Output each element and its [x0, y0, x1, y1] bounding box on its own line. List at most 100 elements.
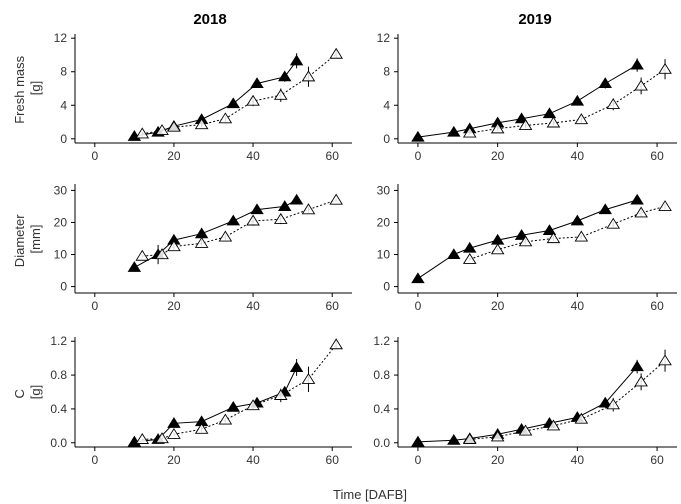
x-tick-label: 40 [571, 453, 585, 467]
column-title-2019: 2019 [518, 11, 551, 28]
column-title-2018: 2018 [193, 11, 226, 28]
data-point [518, 424, 533, 436]
data-point [278, 200, 292, 211]
data-point [301, 203, 316, 215]
y-tick-label: 30 [54, 183, 68, 197]
y-tick-label: 4 [383, 98, 390, 112]
data-point [246, 94, 260, 106]
series-filled-triangle [127, 193, 304, 272]
data-point [250, 77, 264, 88]
panels: 0 20 40 60 0 4 8 12 0 20 40 60 0 4 8 12 0 20 40 60 0 10 20 30 0 2… [50, 31, 677, 467]
x-tick-label: 60 [326, 453, 340, 467]
panel-diameter-2018: 0 20 40 60 0 10 20 30 [54, 183, 352, 313]
series-open-triangle [135, 193, 343, 261]
data-point [514, 112, 529, 124]
data-point [135, 249, 150, 261]
data-point [273, 88, 288, 100]
x-tick-label: 40 [571, 149, 585, 163]
data-point [218, 112, 233, 124]
data-point [167, 427, 181, 439]
y-tick-label: 0.0 [373, 436, 390, 450]
x-tick-label: 60 [326, 299, 340, 313]
y-tick-label: 10 [377, 248, 391, 262]
y-tick-label: 0 [383, 280, 390, 294]
data-point [574, 412, 589, 424]
data-point [574, 113, 589, 125]
row-label-c-line1: C [12, 389, 27, 398]
x-tick-label: 20 [167, 299, 181, 313]
series-open-triangle [135, 338, 343, 444]
series-line [469, 360, 666, 440]
data-point [289, 193, 304, 205]
data-point [658, 62, 672, 74]
data-point [630, 58, 644, 70]
data-point [167, 240, 181, 252]
x-tick-label: 0 [415, 149, 422, 163]
data-point [518, 119, 533, 130]
data-point [155, 432, 169, 444]
series-line [142, 199, 337, 257]
data-point [518, 235, 533, 247]
data-point [598, 396, 612, 408]
data-point [634, 79, 648, 91]
row-labels: Fresh mass [g] Diameter [mm] C [g] [12, 55, 43, 399]
data-point [606, 217, 621, 229]
data-point [127, 261, 142, 272]
x-tick-label: 0 [91, 453, 98, 467]
data-point [289, 54, 304, 66]
series-open-triangle [462, 200, 672, 264]
y-tick-label: 0 [60, 132, 67, 146]
series-line [142, 53, 337, 135]
series-line [134, 60, 298, 137]
data-point [218, 413, 233, 425]
panel-c-2018: 0 20 40 60 0.0 0.4 0.8 1.2 [50, 334, 352, 467]
data-point [194, 227, 209, 239]
row-label-fresh-mass-line1: Fresh mass [12, 55, 27, 123]
data-point [329, 338, 343, 350]
data-point [226, 97, 241, 109]
column-headers: 2018 2019 [193, 11, 551, 28]
row-label-diameter: Diameter [mm] [12, 211, 43, 267]
data-point [658, 200, 672, 212]
y-tick-label: 8 [60, 65, 67, 79]
data-point [462, 433, 477, 444]
row-label-c-line2: [g] [28, 385, 43, 399]
x-tick-label: 60 [650, 453, 664, 467]
series-line [469, 68, 666, 134]
panel-diameter-2019: 0 20 40 60 0 10 20 30 [377, 183, 677, 313]
data-point [301, 70, 316, 82]
data-point [606, 398, 621, 410]
data-point [226, 214, 241, 226]
data-point [250, 203, 264, 215]
data-point [135, 127, 150, 139]
data-point [246, 214, 260, 226]
data-point [289, 361, 304, 372]
series-line [142, 344, 337, 440]
y-tick-label: 20 [54, 215, 68, 229]
data-point [462, 126, 477, 138]
data-point [447, 248, 461, 260]
series-open-triangle [135, 47, 343, 139]
data-point [606, 98, 621, 110]
x-tick-label: 20 [491, 299, 505, 313]
y-tick-label: 0.4 [373, 402, 390, 416]
x-tick-label: 20 [167, 149, 181, 163]
data-point [194, 422, 209, 434]
data-point [273, 389, 288, 400]
series-open-triangle [462, 59, 672, 138]
x-tick-label: 0 [91, 149, 98, 163]
x-tick-label: 40 [246, 149, 260, 163]
y-tick-label: 0.8 [373, 368, 390, 382]
data-point [490, 243, 505, 255]
panel-fresh-mass-2018: 0 20 40 60 0 4 8 12 [54, 31, 352, 163]
y-tick-label: 0.0 [50, 436, 67, 450]
data-point [167, 120, 181, 132]
data-point [658, 354, 672, 366]
data-point [226, 400, 241, 412]
data-point [463, 241, 477, 253]
data-point [490, 122, 505, 134]
row-label-c: C [g] [12, 385, 43, 399]
x-tick-label: 40 [571, 299, 585, 313]
data-point [630, 193, 644, 205]
